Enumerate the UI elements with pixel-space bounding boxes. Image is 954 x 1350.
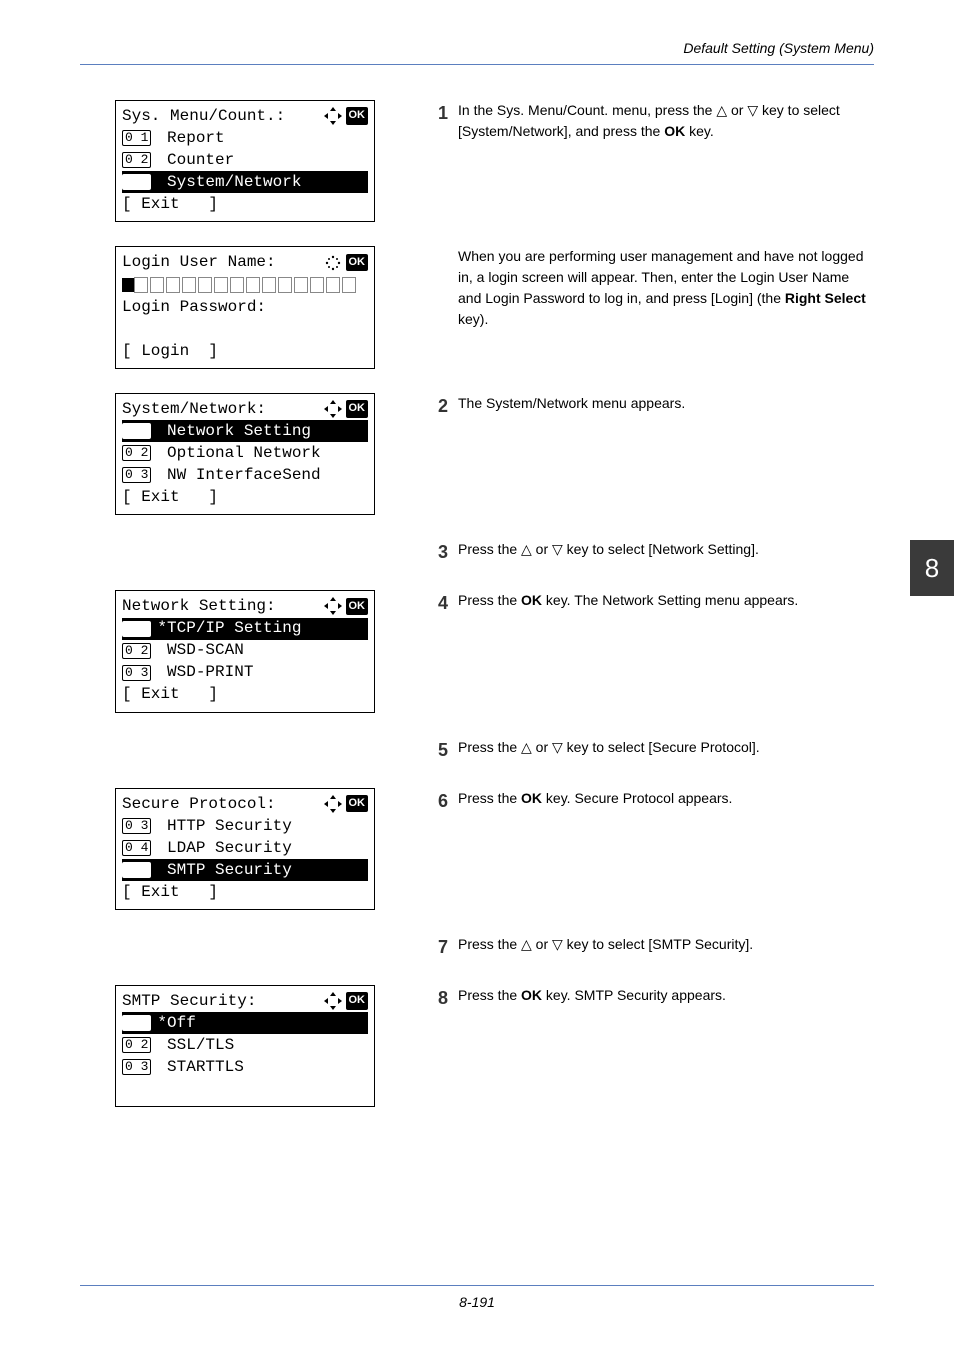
- lcd-secure-protocol: Secure Protocol:OK0 3 HTTP Security0 4 L…: [115, 788, 375, 910]
- lcd-login: Login User Name:OKLogin Password:[ Login…: [115, 246, 375, 368]
- step-num-2: 2: [430, 393, 458, 420]
- lcd-network-setting: Network Setting:OK0 1*TCP/IP Setting0 2 …: [115, 590, 375, 712]
- login-note: When you are performing user management …: [458, 246, 874, 330]
- step-num-8: 8: [430, 985, 458, 1012]
- header-section-title: Default Setting (System Menu): [683, 40, 874, 56]
- step-num-4: 4: [430, 590, 458, 617]
- step-text-2: The System/Network menu appears.: [458, 393, 874, 414]
- step-num-6: 6: [430, 788, 458, 815]
- step-num-7: 7: [430, 934, 458, 961]
- step-num-3: 3: [430, 539, 458, 566]
- lcd-sys-menu-count: Sys. Menu/Count.:OK0 1 Report0 2 Counter…: [115, 100, 375, 222]
- lcd-system-network: System/Network:OK0 1 Network Setting0 2 …: [115, 393, 375, 515]
- footer-rule: [80, 1285, 874, 1286]
- step-text-3: Press the △ or ▽ key to select [Network …: [458, 539, 874, 560]
- lcd-smtp-security: SMTP Security:OK0 1*Off0 2 SSL/TLS0 3 ST…: [115, 985, 375, 1107]
- step-text-6: Press the OK key. Secure Protocol appear…: [458, 788, 874, 809]
- page: Default Setting (System Menu) 8 Sys. Men…: [0, 0, 954, 1350]
- step-text-4: Press the OK key. The Network Setting me…: [458, 590, 874, 611]
- chapter-tab: 8: [910, 540, 954, 596]
- step-text-7: Press the △ or ▽ key to select [SMTP Sec…: [458, 934, 874, 955]
- footer-page-number: 8-191: [0, 1294, 954, 1310]
- header-rule: [80, 64, 874, 65]
- step-num-5: 5: [430, 737, 458, 764]
- step-text-1: In the Sys. Menu/Count. menu, press the …: [458, 100, 874, 142]
- content: Sys. Menu/Count.:OK0 1 Report0 2 Counter…: [80, 100, 874, 1107]
- step-text-5: Press the △ or ▽ key to select [Secure P…: [458, 737, 874, 758]
- step-num-1: 1: [430, 100, 458, 127]
- step-text-8: Press the OK key. SMTP Security appears.: [458, 985, 874, 1006]
